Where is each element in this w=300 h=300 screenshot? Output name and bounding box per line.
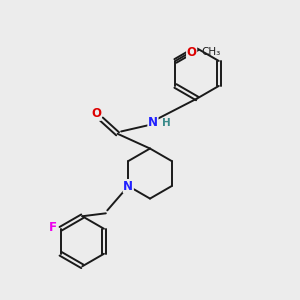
Text: N: N xyxy=(123,180,133,193)
Text: CH₃: CH₃ xyxy=(201,47,220,57)
Text: H: H xyxy=(162,118,171,128)
Text: N: N xyxy=(148,116,158,128)
Text: O: O xyxy=(187,46,196,59)
Text: F: F xyxy=(49,221,57,234)
Text: O: O xyxy=(91,107,101,120)
